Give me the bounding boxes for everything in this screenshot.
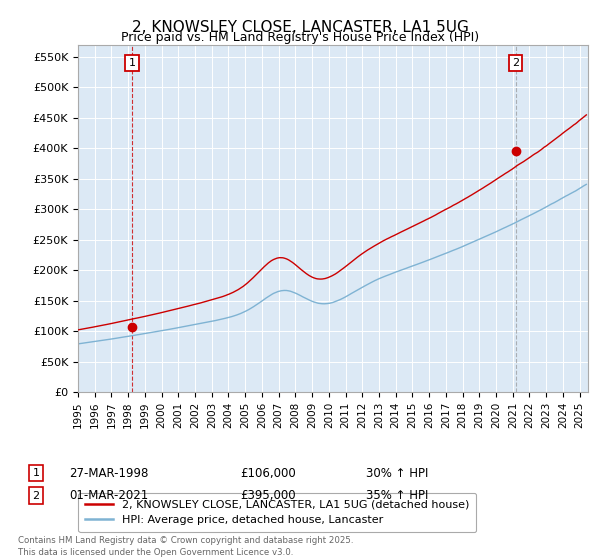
Legend: 2, KNOWSLEY CLOSE, LANCASTER, LA1 5UG (detached house), HPI: Average price, deta: 2, KNOWSLEY CLOSE, LANCASTER, LA1 5UG (d… [79,493,476,532]
Text: 2: 2 [512,58,519,68]
Text: Contains HM Land Registry data © Crown copyright and database right 2025.
This d: Contains HM Land Registry data © Crown c… [18,536,353,557]
Text: Price paid vs. HM Land Registry's House Price Index (HPI): Price paid vs. HM Land Registry's House … [121,31,479,44]
Text: £395,000: £395,000 [240,489,296,502]
Text: 30% ↑ HPI: 30% ↑ HPI [366,466,428,480]
Text: 01-MAR-2021: 01-MAR-2021 [69,489,148,502]
Text: 1: 1 [128,58,136,68]
Text: 2, KNOWSLEY CLOSE, LANCASTER, LA1 5UG: 2, KNOWSLEY CLOSE, LANCASTER, LA1 5UG [131,20,469,35]
Text: 27-MAR-1998: 27-MAR-1998 [69,466,148,480]
Text: £106,000: £106,000 [240,466,296,480]
Text: 2: 2 [32,491,40,501]
Text: 1: 1 [32,468,40,478]
Text: 35% ↑ HPI: 35% ↑ HPI [366,489,428,502]
